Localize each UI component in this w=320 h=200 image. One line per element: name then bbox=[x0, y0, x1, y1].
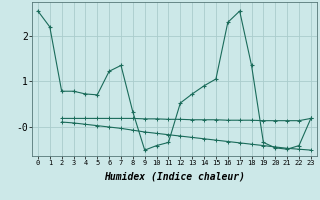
X-axis label: Humidex (Indice chaleur): Humidex (Indice chaleur) bbox=[104, 172, 245, 182]
